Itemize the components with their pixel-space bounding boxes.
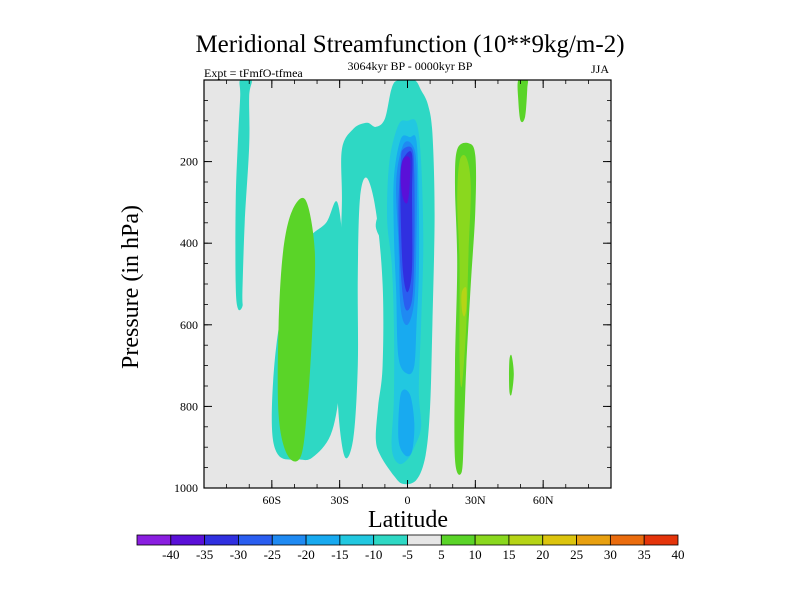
colorbar-label: -15 (331, 547, 348, 562)
colorbar: -40 -35 -30 -25 -20 -15 -10 -5 5 10 15 20 25 30 35 40 (136, 534, 685, 562)
x-tick-label: 30S (330, 493, 349, 507)
colorbar-label: 40 (672, 547, 685, 562)
contour-region-level-5 (277, 197, 316, 462)
colorbar-label: -40 (162, 547, 179, 562)
contour-region-level-10 (457, 155, 471, 388)
x-axis-label: Latitude (368, 507, 448, 533)
colorbar-label: -30 (230, 547, 247, 562)
y-axis-label: Pressure (in hPa) (118, 205, 144, 369)
colorbar-label: -10 (365, 547, 382, 562)
contour-region-level-5 (517, 80, 529, 123)
y-tick-label: 800 (180, 399, 198, 413)
colorbar-label: 20 (536, 547, 549, 562)
colorbar-label: -25 (264, 547, 281, 562)
experiment-label: Expt = tFmfO-tfmea (204, 66, 303, 80)
colorbar-box (373, 534, 408, 546)
colorbar-label: 5 (438, 547, 445, 562)
colorbar-box (271, 534, 307, 546)
x-tick-label: 60S (262, 493, 281, 507)
colorbar-box (170, 534, 206, 546)
colorbar-box (407, 534, 442, 546)
colorbar-box (136, 534, 172, 546)
season-label: JJA (591, 62, 609, 76)
colorbar-box (305, 534, 341, 546)
axes: 60S 30S 0 30N 60N 200 400 600 800 1000 (174, 79, 612, 507)
colorbar-box (508, 534, 544, 546)
y-tick-label: 600 (180, 318, 198, 332)
colorbar-label: 25 (570, 547, 583, 562)
contour-region-level-15 (461, 287, 467, 317)
colorbar-box (440, 534, 476, 546)
colorbar-box (238, 534, 273, 546)
y-tick-label: 200 (180, 155, 198, 169)
contour-fills (235, 80, 529, 485)
colorbar-box (339, 534, 375, 546)
colorbar-box (474, 534, 510, 546)
contour-region-level--35 (400, 156, 411, 204)
y-tick-label: 1000 (174, 481, 198, 495)
contour-region-level--5 (235, 80, 252, 311)
colorbar-label: -35 (196, 547, 213, 562)
colorbar-box (643, 534, 679, 546)
x-tick-label: 0 (405, 493, 411, 507)
colorbar-label: 10 (469, 547, 482, 562)
y-tick-label: 400 (180, 236, 198, 250)
contour-region-level--15 (398, 389, 415, 457)
colorbar-label: -20 (297, 547, 314, 562)
period-label: 3064kyr BP - 0000kyr BP (348, 59, 473, 73)
colorbar-label: -5 (402, 547, 413, 562)
colorbar-box (609, 534, 645, 546)
chart-title: Meridional Streamfunction (10**9kg/m-2) (195, 31, 624, 58)
x-tick-label: 60N (533, 493, 554, 507)
colorbar-label: 30 (604, 547, 617, 562)
colorbar-box (542, 534, 577, 546)
x-tick-label: 30N (465, 493, 486, 507)
colorbar-box (204, 534, 239, 546)
contour-region-level-5 (509, 354, 514, 396)
colorbar-box (576, 534, 611, 546)
colorbar-label: 15 (502, 547, 515, 562)
contour-region-level--5 (375, 216, 386, 238)
colorbar-label: 35 (638, 547, 651, 562)
